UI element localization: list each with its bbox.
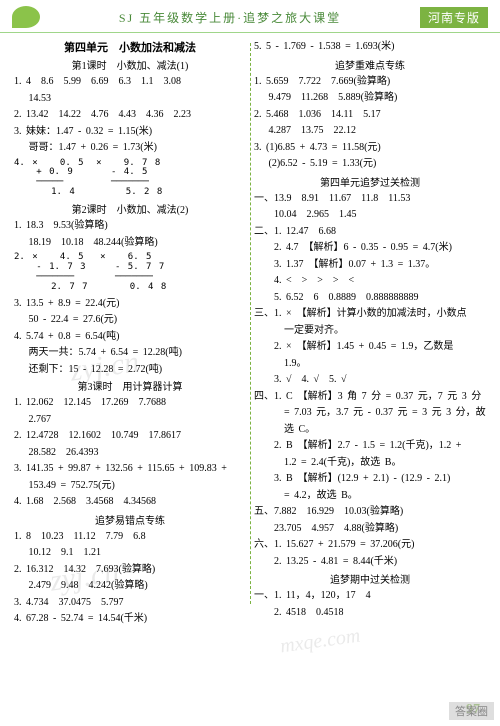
answer-line: 14.53	[14, 91, 246, 107]
answer-line: (2)6.52 - 5.19 = 1.33(元)	[254, 156, 486, 172]
answer-line: 1. 4 8.6 5.99 6.69 6.3 1.1 3.08	[14, 74, 246, 90]
midterm-title: 追梦期中过关检测	[254, 571, 486, 586]
column-divider	[250, 43, 251, 604]
answer-line: 1. 8 10.23 11.12 7.79 6.8	[14, 529, 246, 545]
edition-badge: 河南专版	[420, 7, 488, 28]
answer-line: 9.479 11.268 5.889(验算略)	[254, 90, 486, 106]
vertical-calc: 4. × 0. 5 + 0. 9 ───── 1. 4	[14, 159, 84, 199]
answer-line: 二、1. 12.47 6.68	[254, 224, 486, 240]
answer-line: 2. 16.312 14.32 7.693(验算略)	[14, 562, 246, 578]
answer-line: 三、1. × 【解析】计算小数的加减法时，小数点	[254, 306, 486, 322]
answer-line: 一、13.9 8.91 11.67 11.8 11.53	[254, 191, 486, 207]
answer-line: 两天一共：5.74 + 6.54 = 12.28(吨)	[14, 345, 246, 361]
corner-stamp: 答案圈	[449, 702, 494, 720]
lesson-2-title: 第2课时 小数加、减法(2)	[14, 201, 246, 216]
unit-title: 第四单元 小数加法和减法	[14, 39, 246, 55]
answer-line: 2.767	[14, 412, 246, 428]
answer-line: 5. 5 - 1.769 - 1.538 = 1.693(米)	[254, 39, 486, 55]
answer-line: 4. 67.28 - 52.74 = 14.54(千米)	[14, 611, 246, 627]
answer-line: 4. 1.68 2.568 3.4568 4.34568	[14, 494, 246, 510]
answer-line: 哥哥：1.47 + 0.26 = 1.73(米)	[14, 140, 246, 156]
answer-line: 1.2 = 2.4(千克)，故选 B。	[254, 455, 486, 471]
answer-line: 一、1. 11，4，120，17 4	[254, 588, 486, 604]
answer-line: 2. × 【解析】1.45 + 0.45 = 1.9，乙数是	[254, 339, 486, 355]
answer-line: 4. 5.74 + 0.8 = 6.54(吨)	[14, 329, 246, 345]
answer-line: = 7.03 元，3.7 元 - 0.37 元 = 3 元 3 分，故	[254, 405, 486, 421]
answer-line: 153.49 = 752.75(元)	[14, 478, 246, 494]
answer-line: 18.19 10.18 48.244(验算略)	[14, 235, 246, 251]
answer-line: 3. B 【解析】(12.9 + 2.1) - (12.9 - 2.1)	[254, 471, 486, 487]
left-column: 第四单元 小数加法和减法 第1课时 小数加、减法(1) 1. 4 8.6 5.9…	[10, 39, 250, 628]
answer-line: 28.582 26.4393	[14, 445, 246, 461]
answer-line: 10.04 2.965 1.45	[254, 207, 486, 223]
answer-line: 3. 妹妹：1.47 - 0.32 = 1.15(米)	[14, 124, 246, 140]
lesson-1-title: 第1课时 小数加、减法(1)	[14, 57, 246, 72]
answer-line: 50 - 22.4 = 27.6(元)	[14, 312, 246, 328]
answer-line: 2. 13.42 14.22 4.76 4.43 4.36 2.23	[14, 107, 246, 123]
answer-line: 2. 12.4728 12.1602 10.749 17.8617	[14, 428, 246, 444]
right-column: 5. 5 - 1.769 - 1.538 = 1.693(米) 追梦重难点专练 …	[250, 39, 490, 628]
logo-icon	[12, 6, 40, 28]
unit4-test-title: 第四单元追梦过关检测	[254, 174, 486, 189]
page-header: SJ 五年级数学上册·追梦之旅大课堂 河南专版	[0, 0, 500, 33]
answer-line: 3. 141.35 + 99.87 + 132.56 + 115.65 + 10…	[14, 461, 246, 477]
answer-line: 2. 4518 0.4518	[254, 605, 486, 621]
calc-block: 4. × 0. 5 + 0. 9 ───── 1. 4 × 9. 7 8 - 4…	[14, 157, 246, 201]
lesson-3-title: 第3课时 用计算器计算	[14, 378, 246, 393]
answer-line: 4. < > > > <	[254, 273, 486, 289]
answer-line: 1. 12.062 12.145 17.269 7.7688	[14, 395, 246, 411]
answer-line: 2. 4.7 【解析】6 - 0.35 - 0.95 = 4.7(米)	[254, 240, 486, 256]
error-section-title: 追梦易错点专练	[14, 512, 246, 527]
answer-line: 3. 4.734 37.0475 5.797	[14, 595, 246, 611]
answer-line: 3. 13.5 + 8.9 = 22.4(元)	[14, 296, 246, 312]
answer-line: 选 C。	[254, 422, 486, 438]
answer-line: 六、1. 15.627 + 21.579 = 37.206(元)	[254, 537, 486, 553]
answer-line: 2. 13.25 - 4.81 = 8.44(千米)	[254, 554, 486, 570]
answer-line: 5. 6.52 6 0.8889 0.888888889	[254, 290, 486, 306]
answer-line: 五、7.882 16.929 10.03(验算略)	[254, 504, 486, 520]
hard-section-title: 追梦重难点专练	[254, 57, 486, 72]
calc-block: 2. × 4. 5 - 1. 7 3 ─────── 2. 7 7 × 6. 5…	[14, 251, 246, 295]
header-title: SJ 五年级数学上册·追梦之旅大课堂	[40, 9, 420, 26]
answer-line: = 4.2，故选 B。	[254, 488, 486, 504]
answer-line: 2. B 【解析】2.7 - 1.5 = 1.2(千克)，1.2 +	[254, 438, 486, 454]
answer-line: 3. √ 4. √ 5. √	[254, 372, 486, 388]
answer-line: 1. 18.3 9.53(验算略)	[14, 218, 246, 234]
vertical-calc: × 9. 7 8 - 4. 5 ─────── 5. 2 8	[96, 159, 162, 199]
content-area: 第四单元 小数加法和减法 第1课时 小数加、减法(1) 1. 4 8.6 5.9…	[0, 33, 500, 634]
answer-line: 4.287 13.75 22.12	[254, 123, 486, 139]
vertical-calc: × 6. 5 - 5. 7 7 ─────── 0. 4 8	[100, 253, 166, 293]
answer-line: 四、1. C 【解析】3 角 7 分 = 0.37 元，7 元 3 分	[254, 389, 486, 405]
answer-line: 1.9。	[254, 356, 486, 372]
answer-line: 1. 5.659 7.722 7.669(验算略)	[254, 74, 486, 90]
answer-line: 3. 1.37 【解析】0.07 + 1.3 = 1.37。	[254, 257, 486, 273]
answer-line: 3. (1)6.85 + 4.73 = 11.58(元)	[254, 140, 486, 156]
vertical-calc: 2. × 4. 5 - 1. 7 3 ─────── 2. 7 7	[14, 253, 88, 293]
answer-line: 一定要对齐。	[254, 323, 486, 339]
answer-line: 2. 5.468 1.036 14.11 5.17	[254, 107, 486, 123]
answer-line: 23.705 4.957 4.88(验算略)	[254, 521, 486, 537]
answer-line: 2.479 9.48 4.242(验算略)	[14, 578, 246, 594]
answer-line: 10.12 9.1 1.21	[14, 545, 246, 561]
answer-line: 还剩下：15 - 12.28 = 2.72(吨)	[14, 362, 246, 378]
